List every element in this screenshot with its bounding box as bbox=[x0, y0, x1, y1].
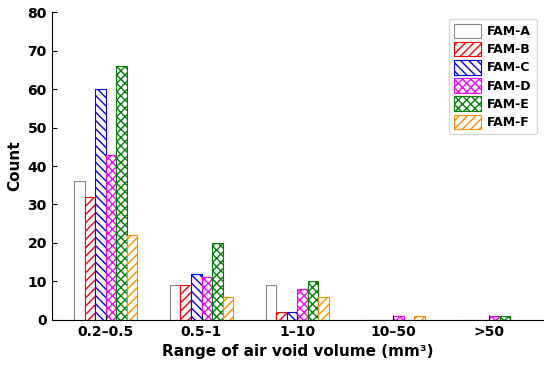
Bar bbox=[393, 316, 404, 320]
Bar bbox=[414, 316, 425, 320]
Bar bbox=[499, 316, 510, 320]
Bar bbox=[298, 289, 308, 320]
Bar bbox=[116, 66, 127, 320]
Bar bbox=[276, 312, 287, 320]
Bar bbox=[308, 281, 318, 320]
Y-axis label: Count: Count bbox=[7, 141, 22, 191]
Bar bbox=[318, 296, 329, 320]
Bar bbox=[180, 285, 191, 320]
Bar bbox=[223, 296, 233, 320]
X-axis label: Range of air void volume (mm³): Range of air void volume (mm³) bbox=[162, 344, 433, 359]
Legend: FAM-A, FAM-B, FAM-C, FAM-D, FAM-E, FAM-F: FAM-A, FAM-B, FAM-C, FAM-D, FAM-E, FAM-F bbox=[449, 19, 537, 134]
Bar bbox=[127, 235, 138, 320]
Bar bbox=[191, 273, 201, 320]
Bar bbox=[489, 316, 499, 320]
Bar bbox=[212, 243, 223, 320]
Bar bbox=[266, 285, 276, 320]
Bar bbox=[74, 182, 85, 320]
Bar bbox=[287, 312, 298, 320]
Bar bbox=[106, 154, 116, 320]
Bar bbox=[170, 285, 180, 320]
Bar bbox=[95, 89, 106, 320]
Bar bbox=[201, 277, 212, 320]
Bar bbox=[85, 197, 95, 320]
